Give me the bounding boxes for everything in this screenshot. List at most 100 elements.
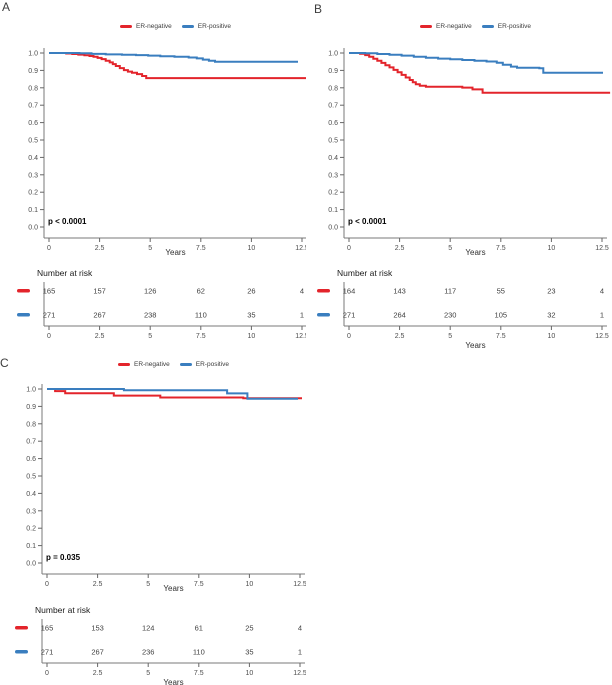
svg-text:0: 0 bbox=[47, 245, 51, 252]
svg-text:0.8: 0.8 bbox=[28, 85, 38, 92]
svg-text:10: 10 bbox=[246, 581, 254, 588]
svg-text:7.5: 7.5 bbox=[496, 245, 506, 252]
p-value: p < 0.0001 bbox=[348, 217, 387, 226]
svg-text:1: 1 bbox=[298, 648, 302, 657]
svg-text:0.3: 0.3 bbox=[28, 172, 38, 179]
svg-text:5: 5 bbox=[148, 333, 152, 340]
svg-text:7.5: 7.5 bbox=[196, 333, 206, 340]
svg-text:0.2: 0.2 bbox=[26, 526, 36, 533]
svg-text:12.5: 12.5 bbox=[293, 581, 306, 588]
svg-text:1: 1 bbox=[300, 311, 304, 320]
svg-text:267: 267 bbox=[93, 311, 106, 320]
svg-text:0.1: 0.1 bbox=[28, 207, 38, 214]
svg-text:5: 5 bbox=[148, 245, 152, 252]
svg-text:12.5: 12.5 bbox=[293, 670, 306, 677]
svg-text:10: 10 bbox=[548, 245, 556, 252]
svg-text:164: 164 bbox=[343, 287, 356, 296]
svg-text:238: 238 bbox=[144, 311, 157, 320]
legend-label-er-negative: ER-negative bbox=[133, 360, 170, 368]
svg-text:267: 267 bbox=[91, 648, 104, 657]
svg-text:1.0: 1.0 bbox=[28, 51, 38, 58]
svg-text:0.7: 0.7 bbox=[28, 103, 38, 110]
svg-text:0.2: 0.2 bbox=[28, 190, 38, 197]
svg-text:143: 143 bbox=[393, 287, 406, 296]
svg-text:0.9: 0.9 bbox=[328, 68, 338, 75]
km-plot-a: 1.0 0.9 0.8 0.7 0.6 0.5 0.4 0.3 0.2 0.1 0.0 0 2.5 5 7.… bbox=[28, 48, 306, 252]
svg-text:153: 153 bbox=[91, 624, 104, 633]
legend-label-er-positive: ER-positive bbox=[197, 22, 231, 30]
legend-key-er-positive bbox=[179, 362, 192, 366]
legend-label-er-negative: ER-negative bbox=[135, 22, 172, 30]
risk-table-title: Number at risk bbox=[35, 605, 91, 615]
km-panel-a: A ER-negative ER-positive 1.0 0.9 0.8 0.7 0.… bbox=[0, 0, 306, 360]
risk-table-b: 0 2.5 5 7.5 10 12.5 164 143 117 55 23 4 271 264 230 105… bbox=[317, 282, 609, 340]
svg-text:7.5: 7.5 bbox=[194, 670, 204, 677]
panel-label-b: B bbox=[314, 2, 323, 16]
legend-key-er-positive bbox=[481, 24, 494, 28]
risk-x-axis-title: Years bbox=[163, 678, 184, 685]
svg-text:2.5: 2.5 bbox=[95, 245, 105, 252]
km-plot-c: 1.0 0.9 0.8 0.7 0.6 0.5 0.4 0.3 0.2 0.1 0.0 0 2.5 5 7.… bbox=[26, 384, 306, 588]
svg-text:236: 236 bbox=[142, 648, 155, 657]
svg-text:0.6: 0.6 bbox=[28, 120, 38, 127]
svg-text:1.0: 1.0 bbox=[26, 387, 36, 394]
svg-text:35: 35 bbox=[245, 648, 253, 657]
svg-text:0: 0 bbox=[47, 333, 51, 340]
x-axis-title: Years bbox=[165, 248, 186, 257]
svg-text:165: 165 bbox=[41, 624, 54, 633]
svg-text:7.5: 7.5 bbox=[496, 333, 506, 340]
svg-text:0.0: 0.0 bbox=[328, 225, 338, 232]
svg-text:126: 126 bbox=[144, 287, 157, 296]
km-panel-b: B ER-negative ER-positive 1.0 0.9 0.8 0.7 0.… bbox=[306, 0, 612, 360]
legend: ER-negative ER-positive bbox=[44, 21, 307, 31]
risk-table-title: Number at risk bbox=[337, 268, 393, 278]
svg-text:12.5: 12.5 bbox=[595, 245, 609, 252]
svg-text:0.2: 0.2 bbox=[328, 190, 338, 197]
svg-text:110: 110 bbox=[195, 311, 207, 320]
svg-text:4: 4 bbox=[600, 287, 604, 296]
svg-text:10: 10 bbox=[548, 333, 556, 340]
svg-text:0.0: 0.0 bbox=[28, 225, 38, 232]
svg-text:26: 26 bbox=[247, 287, 255, 296]
svg-text:2.5: 2.5 bbox=[395, 333, 405, 340]
svg-text:0: 0 bbox=[45, 581, 49, 588]
svg-text:0.4: 0.4 bbox=[28, 155, 38, 162]
svg-text:0: 0 bbox=[347, 333, 351, 340]
svg-text:0: 0 bbox=[347, 245, 351, 252]
svg-text:165: 165 bbox=[43, 287, 56, 296]
legend-key-er-positive bbox=[181, 24, 194, 28]
panel-label-a: A bbox=[2, 0, 11, 14]
svg-text:5: 5 bbox=[146, 670, 150, 677]
km-plot-b: 1.0 0.9 0.8 0.7 0.6 0.5 0.4 0.3 0.2 0.1 0.0 0 2.5 5 7.… bbox=[328, 48, 611, 252]
svg-text:117: 117 bbox=[444, 287, 456, 296]
svg-text:271: 271 bbox=[43, 311, 56, 320]
svg-text:0: 0 bbox=[45, 670, 49, 677]
legend: ER-negative ER-positive bbox=[42, 359, 305, 369]
svg-text:25: 25 bbox=[245, 624, 253, 633]
risk-table-title: Number at risk bbox=[37, 268, 93, 278]
svg-text:271: 271 bbox=[343, 311, 356, 320]
svg-text:12.5: 12.5 bbox=[295, 245, 306, 252]
legend-key-er-negative bbox=[419, 24, 432, 28]
svg-text:5: 5 bbox=[448, 333, 452, 340]
svg-text:10: 10 bbox=[248, 333, 256, 340]
svg-text:124: 124 bbox=[142, 624, 155, 633]
risk-table-a: 0 2.5 5 7.5 10 12.5 165 157 126 62 26 4 271 267 238 110… bbox=[17, 282, 306, 340]
p-value: p < 0.0001 bbox=[48, 217, 87, 226]
svg-text:35: 35 bbox=[247, 311, 255, 320]
svg-text:2.5: 2.5 bbox=[395, 245, 405, 252]
svg-text:55: 55 bbox=[497, 287, 505, 296]
svg-text:0.6: 0.6 bbox=[328, 120, 338, 127]
svg-text:0.1: 0.1 bbox=[26, 543, 36, 550]
svg-text:10: 10 bbox=[248, 245, 256, 252]
svg-text:0.5: 0.5 bbox=[28, 138, 38, 145]
svg-text:10: 10 bbox=[246, 670, 254, 677]
svg-text:7.5: 7.5 bbox=[194, 581, 204, 588]
svg-text:0.3: 0.3 bbox=[26, 508, 36, 515]
svg-text:12.5: 12.5 bbox=[295, 333, 306, 340]
km-panel-c: C ER-negative ER-positive 1.0 0.9 0.8 0.7 0.… bbox=[0, 356, 306, 685]
svg-text:2.5: 2.5 bbox=[95, 333, 105, 340]
svg-text:0.5: 0.5 bbox=[26, 474, 36, 481]
svg-text:0.4: 0.4 bbox=[26, 491, 36, 498]
